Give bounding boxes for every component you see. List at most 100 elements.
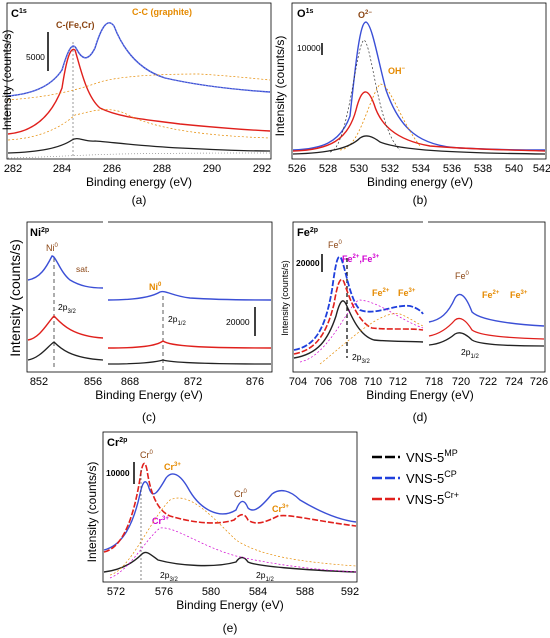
panel-e-trace-crplus — [103, 462, 357, 553]
panel-d-fit-orange — [319, 313, 424, 365]
panel-e-title: Cr2p — [107, 437, 127, 449]
panel-d-xlabel: Binding Energy (eV) — [366, 388, 473, 402]
legend-label-crplus: VNS-5Cr+ — [406, 490, 459, 507]
panel-d-xtick: 708 — [339, 376, 357, 388]
legend-label-mp: VNS-5MP — [406, 448, 458, 465]
panel-a-ylabel: Intensity (counts/s) — [0, 30, 14, 131]
panel-d-xtick: 726 — [530, 376, 548, 388]
panel-a-caption: (a) — [132, 193, 147, 207]
panel-c-xtick: 868 — [121, 376, 139, 388]
panel-e-xtick: 580 — [202, 586, 220, 598]
panel-a-trace-cp — [7, 22, 271, 97]
panel-c: Intensity (counts/s) Ni2p Ni0 sat. Ni0 2… — [7, 220, 273, 424]
panel-b-fit-o2 — [329, 39, 401, 153]
panel-d-label-fe0-b: Fe0 — [455, 271, 470, 281]
panel-c-trace-mp-b — [107, 359, 272, 365]
panel-e: Intensity (counts/s) Cr2p 10000 Cr0 Cr3+… — [85, 431, 359, 635]
panel-b-ylabel: Intensity (counts/s) — [273, 36, 287, 137]
panel-d-xtick: 720 — [452, 376, 470, 388]
panel-d-title: Fe2p — [297, 227, 318, 239]
panel-d-label-fe3-b: Fe3+ — [510, 290, 528, 300]
panel-b-xtick: 534 — [412, 163, 430, 175]
panel-e-ylabel: Intensity (counts/s) — [85, 462, 99, 563]
panel-e-xlabel: Binding Energy (eV) — [176, 598, 283, 612]
panel-d-label-2p12: 2p1/2 — [461, 347, 479, 360]
panel-c-frame — [26, 221, 273, 373]
panel-e-caption: (e) — [223, 621, 238, 635]
panel-b-label-o2: O2− — [358, 10, 372, 20]
panel-a-label-c-fecr: C-(Fe,Cr) — [56, 20, 95, 30]
panel-c-ylabel: Intensity (counts/s) — [7, 239, 23, 357]
panel-e-label-2p12: 2p1/2 — [256, 570, 274, 583]
panel-d-frame — [292, 221, 546, 373]
panel-d-trace-cp-b — [428, 293, 545, 327]
panel-a-fit-graphite — [7, 73, 271, 101]
legend: VNS-5MP VNS-5CP VNS-5Cr+ — [372, 448, 459, 507]
panel-e-label-cr3-magenta: Cr3+ — [152, 516, 169, 526]
panel-e-trace-cp — [103, 473, 357, 551]
panel-d-label-fe0: Fe0 — [328, 240, 343, 250]
panel-c-label-2p12: 2p1/2 — [168, 314, 186, 327]
panel-e-xtick: 592 — [341, 586, 359, 598]
panel-e-label-2p32: 2p3/2 — [160, 570, 178, 583]
panel-b-xtick: 540 — [505, 163, 523, 175]
panel-b-xtick: 528 — [319, 163, 337, 175]
panel-e-xtick: 584 — [249, 586, 267, 598]
panel-a-xtick: 284 — [53, 163, 71, 175]
panel-e-label-cr0-b: Cr0 — [234, 489, 248, 499]
panel-d-trace-crplus — [293, 278, 424, 355]
panel-c-trace-mp-a — [27, 341, 104, 361]
panel-c-xtick: 856 — [84, 376, 102, 388]
panel-d-ylabel: Intensity (counts/s) — [280, 260, 290, 336]
panel-a-xtick: 288 — [153, 163, 171, 175]
panel-e-xtick: 572 — [107, 586, 125, 598]
panel-a-frame — [6, 2, 272, 160]
panel-b-xtick: 526 — [288, 163, 306, 175]
panel-b-label-oh: OH− — [388, 66, 406, 76]
panel-d-label-fe23: Fe2+,Fe3+ — [342, 254, 380, 264]
panel-a-fit-orange — [7, 109, 271, 141]
panel-d-label-fe2-a: Fe2+ — [372, 288, 390, 298]
panel-a-xtick: 286 — [103, 163, 121, 175]
panel-c-trace-cp-b — [107, 290, 272, 301]
panel-b-xtick: 538 — [474, 163, 492, 175]
panel-c-trace-crplus-b — [107, 340, 272, 349]
legend-label-cp: VNS-5CP — [406, 469, 457, 486]
panel-d-xtick: 704 — [289, 376, 307, 388]
panel-a-xticks: 282 284 286 288 290 292 — [4, 163, 271, 175]
panel-a-title: C1s — [11, 8, 27, 20]
panel-e-fit-orange — [109, 497, 357, 576]
panel-a-xtick: 290 — [203, 163, 221, 175]
panel-e-fit-magenta — [109, 527, 357, 579]
panel-d-scale-label: 20000 — [296, 258, 320, 268]
panel-b-xtick: 530 — [350, 163, 368, 175]
panel-d-xticks: 704 706 708 710 712 718 720 722 724 726 — [289, 376, 548, 388]
panel-c-title: Ni2p — [30, 227, 49, 239]
panel-d-label-2p32: 2p3/2 — [352, 352, 370, 365]
panel-a-trace-mp-fit — [7, 152, 271, 159]
panel-a-trace-crplus — [7, 48, 271, 135]
panel-b: Intensity (counts/s) O1s 10000 O2− OH− 5… — [273, 2, 550, 207]
panel-a-scale-label: 5000 — [26, 52, 45, 62]
panel-d-trace-mp — [293, 300, 424, 359]
panel-b-frame — [291, 2, 547, 160]
legend-item-mp: VNS-5MP — [372, 448, 458, 465]
panel-c-scale-label: 20000 — [226, 317, 250, 327]
panel-c-trace-cp-a — [27, 255, 104, 289]
panel-e-scale-label: 10000 — [106, 468, 130, 478]
panel-d: Intensity (counts/s) Fe2p 20000 Fe0 Fe2+… — [280, 220, 548, 424]
panel-d-xtick: 712 — [389, 376, 407, 388]
panel-c-xtick: 872 — [184, 376, 202, 388]
panel-a: C1s 5000 C-(Fe,Cr) C-C (graphite) 282 28… — [4, 2, 272, 207]
panel-a-xtick: 282 — [4, 163, 22, 175]
panel-a-trace-mp — [7, 137, 271, 154]
panel-d-xtick: 722 — [479, 376, 497, 388]
panel-d-label-fe3-a: Fe3+ — [398, 288, 416, 298]
panel-d-caption: (d) — [413, 410, 428, 424]
panel-e-xtick: 588 — [296, 586, 314, 598]
panel-a-xlabel: Binding energy (eV) — [86, 175, 192, 189]
panel-e-label-cr0: Cr0 — [140, 450, 154, 460]
legend-item-cp: VNS-5CP — [372, 469, 457, 486]
panel-b-title: O1s — [297, 8, 313, 20]
panel-e-trace-mp — [103, 551, 357, 573]
